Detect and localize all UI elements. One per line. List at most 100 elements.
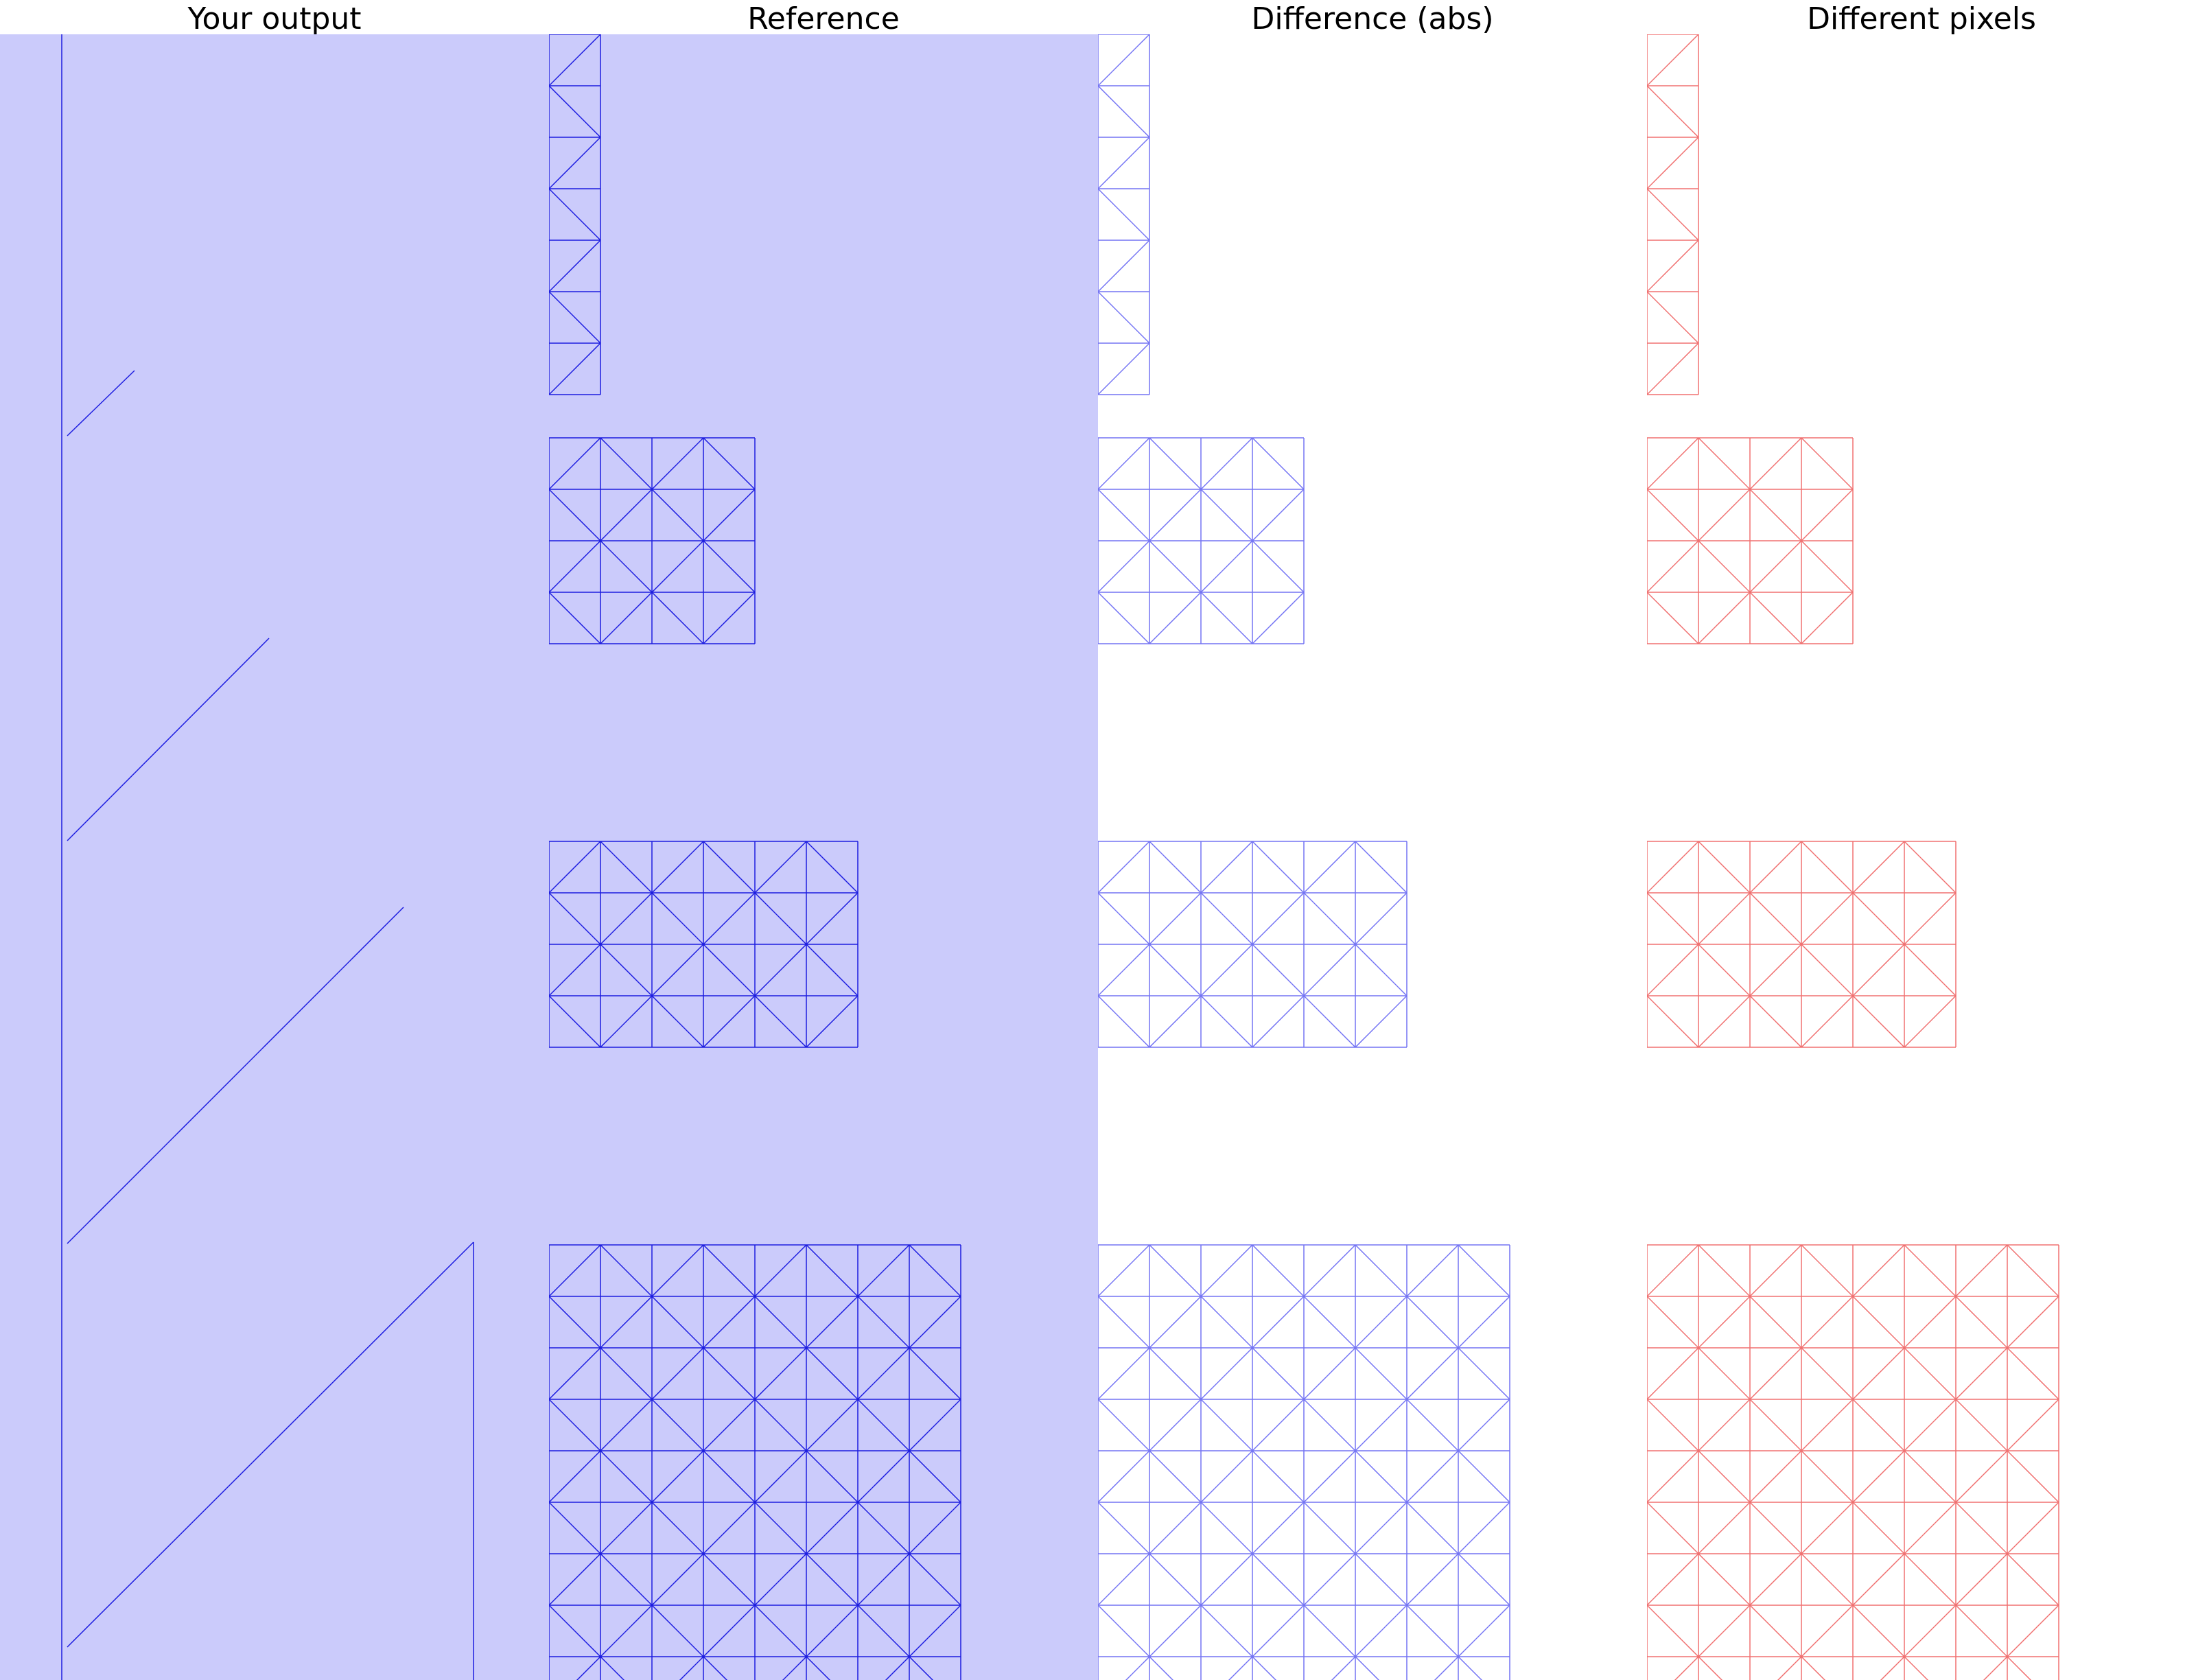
mesh-diagonal [1777,1656,1802,1680]
mesh-diagonal [1749,1502,1802,1554]
mesh-diagonal [1904,841,1956,894]
mesh-diagonal [1252,944,1305,996]
mesh-diagonal [1647,841,1699,894]
mesh-diagonal [1955,1399,2008,1451]
mesh-diagonal [1647,1399,1699,1451]
mesh-diagonal [1149,1296,1202,1349]
different-pixels-canvas [1647,34,2059,1680]
mesh-diagonal [651,944,704,996]
mesh-diagonal [1749,489,1802,541]
mesh-diagonal [1904,995,1956,1048]
mesh-diagonal [2007,1553,2059,1606]
mesh-diagonal [1852,944,1905,996]
mesh-diagonal [1149,995,1202,1048]
mesh-diagonal [1406,1347,1459,1400]
mesh-diagonal [1458,1450,1510,1503]
mesh-diagonal [703,540,756,593]
mesh-diagonal [1647,342,1699,395]
your-output-canvas [61,34,474,1680]
output-edge [67,907,404,1244]
mesh-diagonal [703,437,756,490]
mesh-diagonal [754,841,807,894]
mesh-diagonal [909,1347,961,1400]
mesh-diagonal [600,1347,653,1400]
mesh-diagonal [600,1605,653,1657]
mesh-diagonal [1303,892,1356,945]
mesh-diagonal [1749,1605,1802,1657]
mesh-diagonal [1698,892,1751,945]
mesh-diagonal [1355,1399,1407,1451]
mesh-diagonal [806,1605,858,1657]
mesh-diagonal [549,1347,601,1400]
mesh-diagonal [857,1244,910,1297]
mesh-diagonal [1698,489,1751,541]
mesh-diagonal [1955,1347,2008,1400]
mesh-diagonal [549,1296,601,1349]
mesh-diagonal [1955,1450,2008,1503]
mesh-diagonal [1355,1296,1407,1349]
mesh-diagonal [1801,1296,1854,1349]
mesh-diagonal [1801,892,1854,945]
mesh-diagonal [1200,437,1253,490]
mesh-diagonal [1149,437,1202,490]
mesh-diagonal [1801,995,1854,1048]
mesh-diagonal [1852,892,1905,945]
mesh-diagonal [1098,34,1150,86]
mesh-diagonal [703,841,756,894]
mesh-diagonal [806,1347,858,1400]
mesh-diagonal [600,540,653,593]
mesh-diagonal [549,995,601,1048]
mesh-diagonal [1098,188,1150,241]
mesh-diagonal [909,1605,961,1657]
mesh-diagonal [1801,1347,1854,1400]
mesh-diagonal [2007,1502,2059,1554]
mesh-diagonal [1801,1605,1854,1657]
mesh-diagonal [1904,944,1956,996]
mesh-diagonal [651,892,704,945]
mesh-diagonal [600,592,653,644]
mesh-diagonal [1698,592,1751,644]
mesh-diagonal [1458,1553,1510,1606]
mesh-diagonal [754,1347,807,1400]
mesh-diagonal [1698,1244,1751,1297]
mesh-diagonal [549,592,601,644]
mesh-diagonal [1252,1296,1305,1349]
mesh-diagonal [1252,1605,1305,1657]
mesh-diagonal [1904,1605,1956,1657]
mesh-diagonal [2007,1347,2059,1400]
mesh-diagonal [1434,1656,1459,1680]
mesh-diagonal [1303,1244,1356,1297]
mesh-diagonal [1149,1347,1202,1400]
mesh-diagonal [1674,1656,1699,1680]
mesh-diagonal [909,1450,961,1503]
mesh-diagonal [1749,540,1802,593]
mesh-diagonal [600,892,653,945]
mesh-diagonal [1252,540,1305,593]
mesh-diagonal [651,995,704,1048]
mesh-diagonal [1355,1502,1407,1554]
mesh-diagonal [909,1296,961,1349]
mesh-diagonal [1647,592,1699,644]
mesh-diagonal [1647,1553,1699,1606]
mesh-diagonal [2007,1605,2059,1657]
mesh-diagonal [806,944,858,996]
mesh-diagonal [651,1605,704,1657]
mesh-diagonal [549,892,601,945]
mesh-diagonal [1200,944,1253,996]
mesh-diagonal [1647,892,1699,945]
mesh-diagonal [1904,892,1956,945]
mesh-diagonal [1331,1656,1356,1680]
mesh-diagonal [1303,995,1356,1048]
mesh-diagonal [703,1553,756,1606]
mesh-diagonal [1852,841,1905,894]
mesh-diagonal [1852,1296,1905,1349]
mesh-diagonal [1200,892,1253,945]
panel-title-difference-abs: Difference (abs) [1251,1,1494,36]
mesh-diagonal [1698,1347,1751,1400]
mesh-diagonal [1200,1605,1253,1657]
mesh-diagonal [2007,1244,2059,1297]
mesh-diagonal [1749,1450,1802,1503]
mesh-diagonal [549,944,601,996]
mesh-diagonal [1098,137,1150,189]
mesh-diagonal [703,1296,756,1349]
